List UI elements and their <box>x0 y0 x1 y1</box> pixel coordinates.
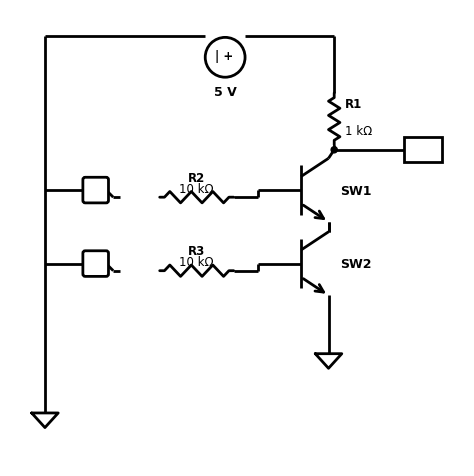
Text: out: out <box>414 144 433 157</box>
Text: 5 V: 5 V <box>214 86 237 99</box>
Circle shape <box>331 148 337 154</box>
Text: | +: | + <box>215 50 233 63</box>
Text: 1 kΩ: 1 kΩ <box>345 124 372 138</box>
Text: B: B <box>91 258 100 270</box>
Text: SW1: SW1 <box>340 184 372 197</box>
FancyBboxPatch shape <box>83 178 109 203</box>
Text: SW2: SW2 <box>340 258 372 270</box>
FancyBboxPatch shape <box>83 251 109 277</box>
Text: R2: R2 <box>188 171 205 185</box>
Text: 10 kΩ: 10 kΩ <box>179 182 214 196</box>
Text: A: A <box>91 184 100 197</box>
Text: R1: R1 <box>345 98 362 111</box>
Text: 10 kΩ: 10 kΩ <box>179 256 214 269</box>
FancyBboxPatch shape <box>404 138 442 163</box>
Text: R3: R3 <box>188 245 205 258</box>
